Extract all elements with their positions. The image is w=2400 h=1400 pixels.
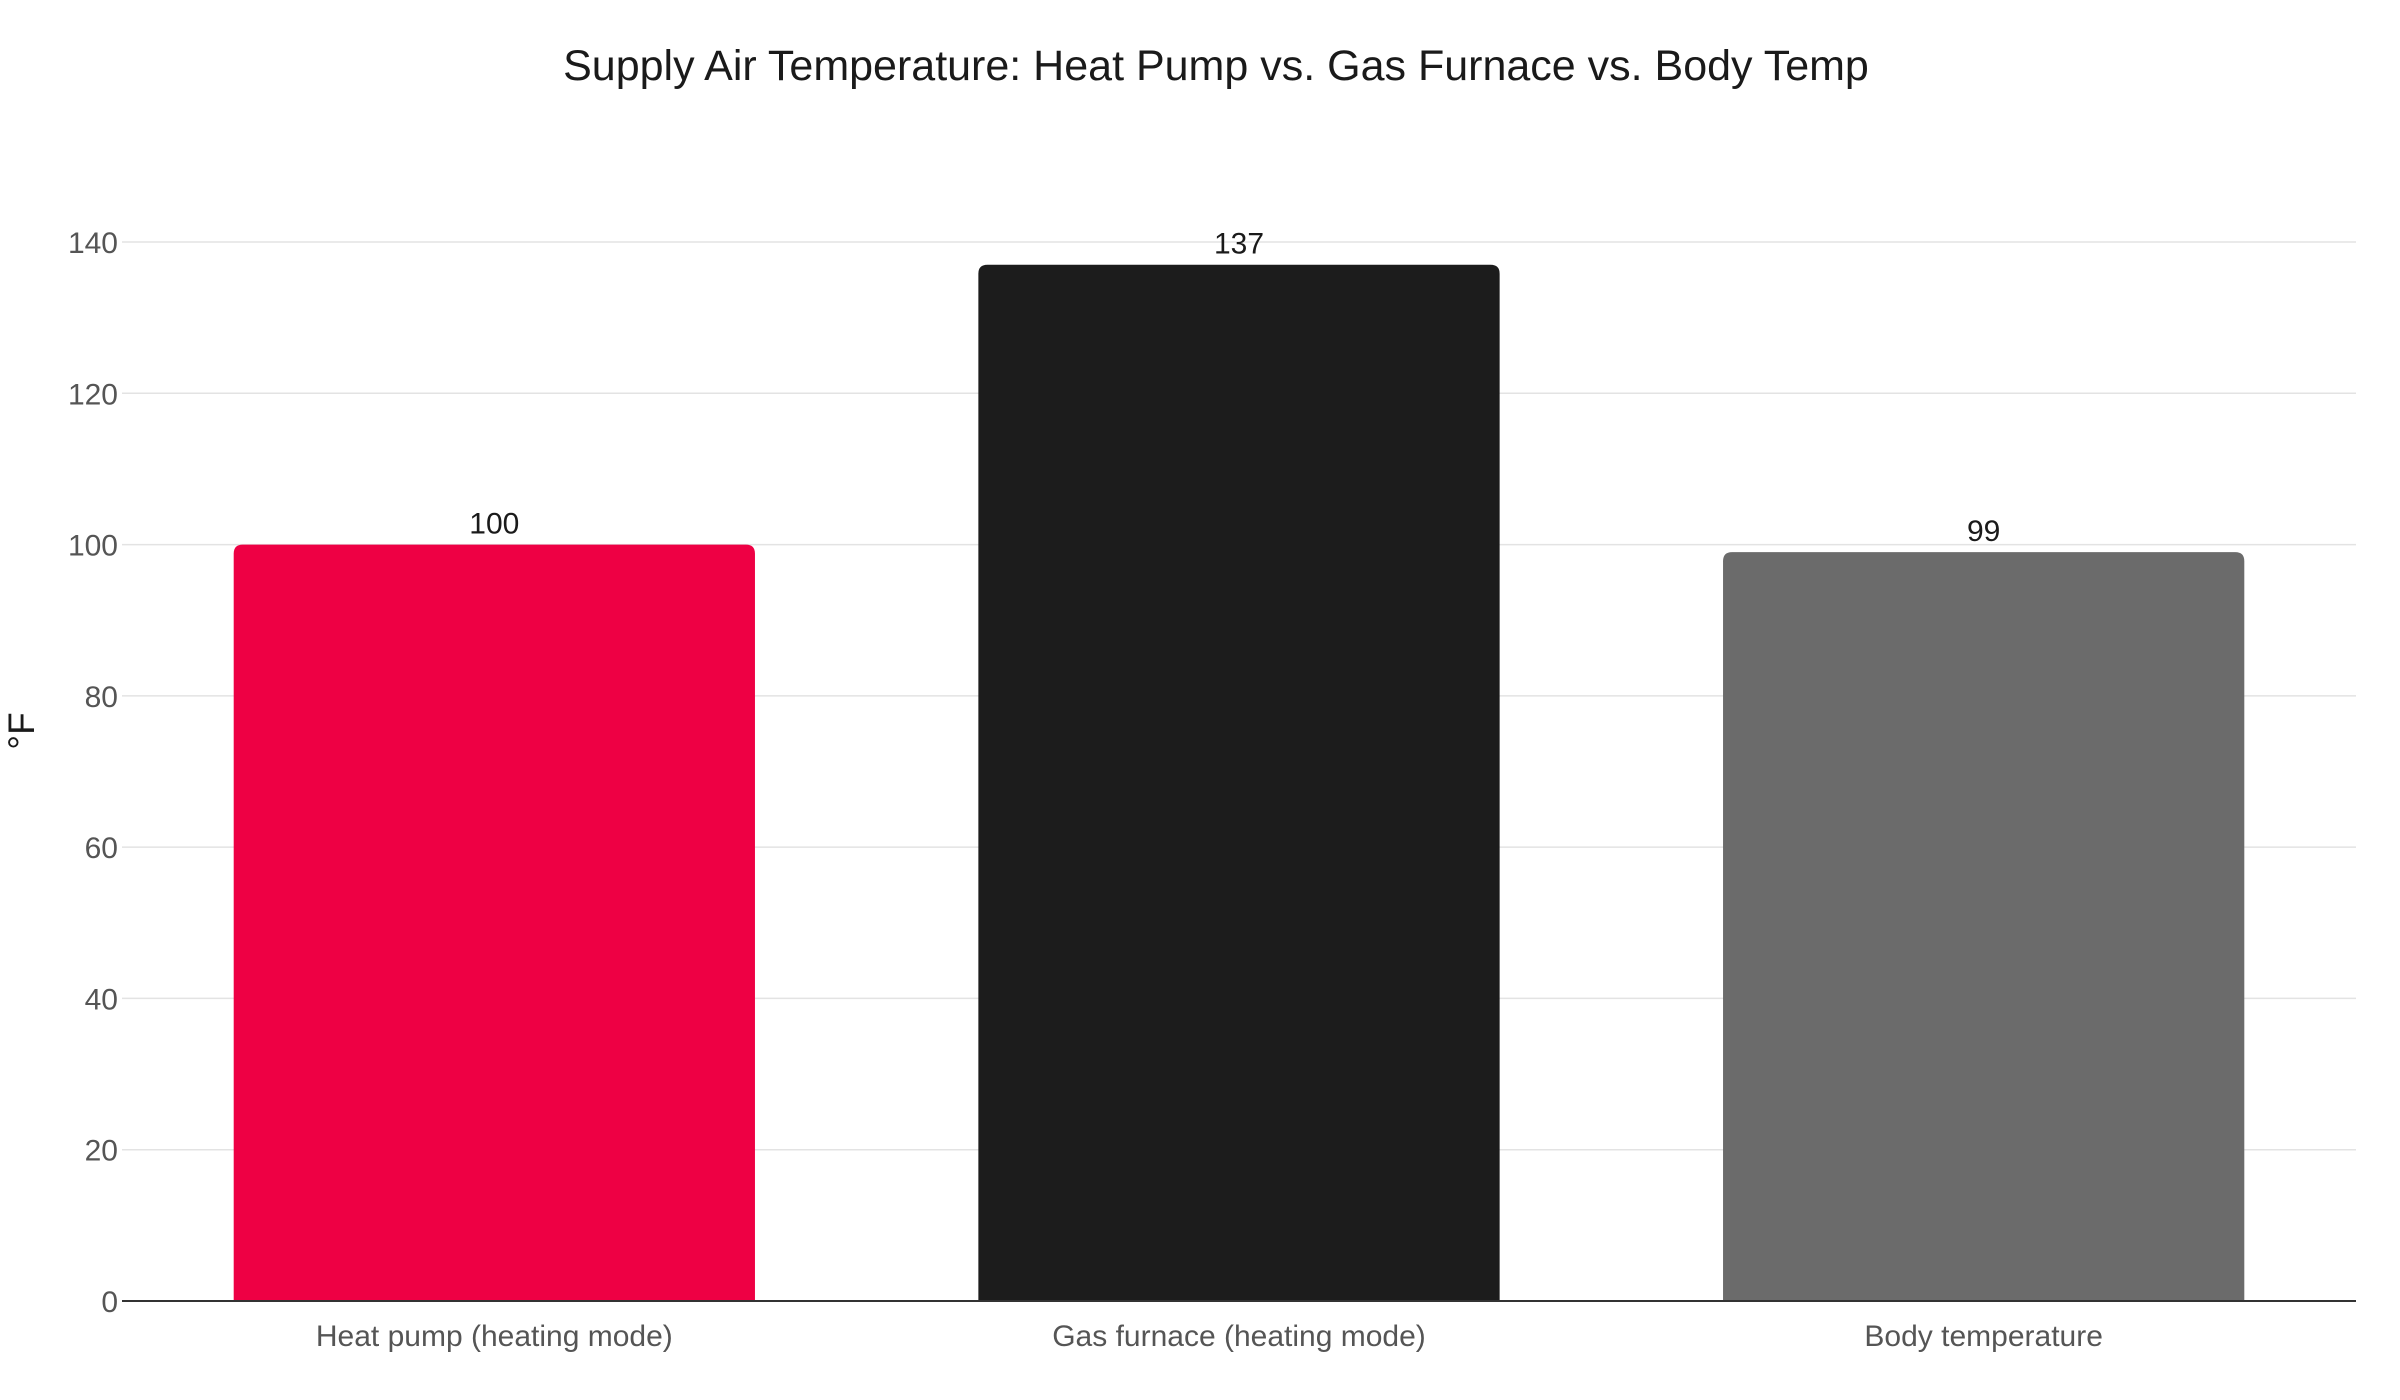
- bar: [233, 544, 755, 1301]
- y-tick-label: 80: [85, 681, 118, 714]
- data-labels: 100 137 99: [469, 228, 2000, 548]
- data-label: 99: [1967, 515, 2000, 548]
- y-axis-ticks: 0 20 40 60 80 100 120 140: [68, 227, 118, 1319]
- y-tick-label: 100: [68, 530, 118, 563]
- bar: [1723, 552, 2245, 1301]
- y-tick-label: 0: [101, 1286, 118, 1319]
- bars: [233, 264, 2245, 1301]
- x-tick-label: Heat pump (heating mode): [316, 1320, 673, 1353]
- x-axis-ticks: Heat pump (heating mode) Gas furnace (hea…: [316, 1320, 2103, 1353]
- x-tick-label: Gas furnace (heating mode): [1052, 1320, 1426, 1353]
- y-tick-label: 60: [85, 832, 118, 865]
- data-label: 100: [469, 508, 519, 541]
- y-tick-label: 140: [68, 227, 118, 260]
- y-tick-label: 40: [85, 983, 118, 1016]
- bar: [978, 264, 1500, 1301]
- chart-title: Supply Air Temperature: Heat Pump vs. Ga…: [563, 42, 1869, 90]
- x-tick-label: Body temperature: [1864, 1320, 2102, 1353]
- y-axis-label: °F: [1, 712, 42, 749]
- y-tick-label: 120: [68, 378, 118, 411]
- y-tick-label: 20: [85, 1135, 118, 1168]
- data-label: 137: [1214, 228, 1264, 261]
